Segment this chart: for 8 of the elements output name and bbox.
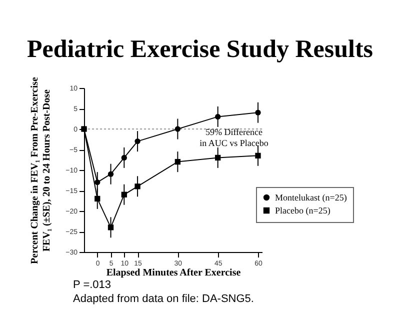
- x-axis-title: Elapsed Minutes After Exercise: [106, 268, 242, 278]
- annotation: 59% Difference in AUC vs Placebo: [200, 127, 269, 148]
- chart-title: Pediatric Exercise Study Results: [26, 36, 374, 64]
- text: P =.013: [73, 279, 112, 291]
- text: Adapted from data on file: DA-SNG5.: [73, 293, 254, 305]
- legend-label: Placebo (n=25): [275, 206, 330, 216]
- y-axis-title: Percent Change in FEV₁ From Pre-Exercise FEV₁ (±SE), 20 to 24 Hours Post-Dose: [30, 76, 53, 264]
- legend-label: Montelukast (n=25): [275, 192, 347, 202]
